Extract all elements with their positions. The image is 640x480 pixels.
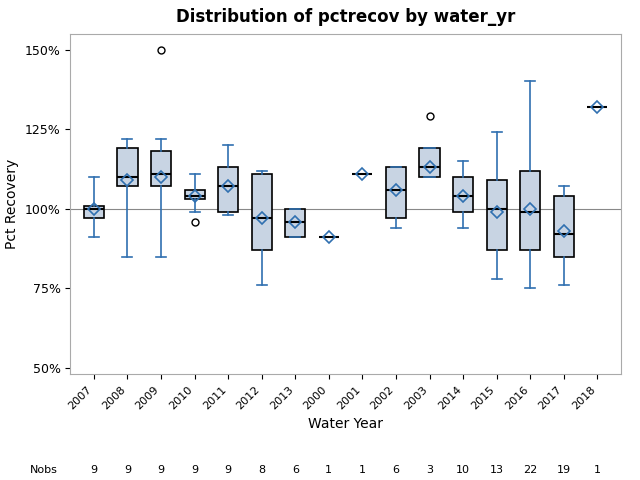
Text: 3: 3: [426, 465, 433, 475]
Text: 22: 22: [523, 465, 538, 475]
PathPatch shape: [554, 196, 574, 256]
Text: 9: 9: [124, 465, 131, 475]
PathPatch shape: [520, 170, 540, 250]
PathPatch shape: [84, 205, 104, 218]
Text: 9: 9: [191, 465, 198, 475]
Text: Nobs: Nobs: [29, 465, 58, 475]
PathPatch shape: [486, 180, 507, 250]
Text: 9: 9: [225, 465, 232, 475]
PathPatch shape: [151, 152, 171, 187]
PathPatch shape: [285, 209, 305, 238]
PathPatch shape: [419, 148, 440, 177]
Text: 6: 6: [292, 465, 299, 475]
PathPatch shape: [453, 177, 473, 212]
Text: 6: 6: [392, 465, 399, 475]
X-axis label: Water Year: Water Year: [308, 417, 383, 431]
PathPatch shape: [184, 190, 205, 199]
Text: 19: 19: [557, 465, 571, 475]
Text: 1: 1: [325, 465, 332, 475]
Y-axis label: Pct Recovery: Pct Recovery: [5, 159, 19, 249]
Text: 9: 9: [90, 465, 97, 475]
PathPatch shape: [218, 168, 238, 212]
Text: 1: 1: [594, 465, 601, 475]
PathPatch shape: [117, 148, 138, 187]
Text: 8: 8: [258, 465, 265, 475]
PathPatch shape: [386, 168, 406, 218]
PathPatch shape: [252, 174, 272, 250]
Text: 9: 9: [157, 465, 164, 475]
Text: 10: 10: [456, 465, 470, 475]
Text: 13: 13: [490, 465, 504, 475]
Title: Distribution of pctrecov by water_yr: Distribution of pctrecov by water_yr: [176, 9, 515, 26]
Text: 1: 1: [359, 465, 366, 475]
